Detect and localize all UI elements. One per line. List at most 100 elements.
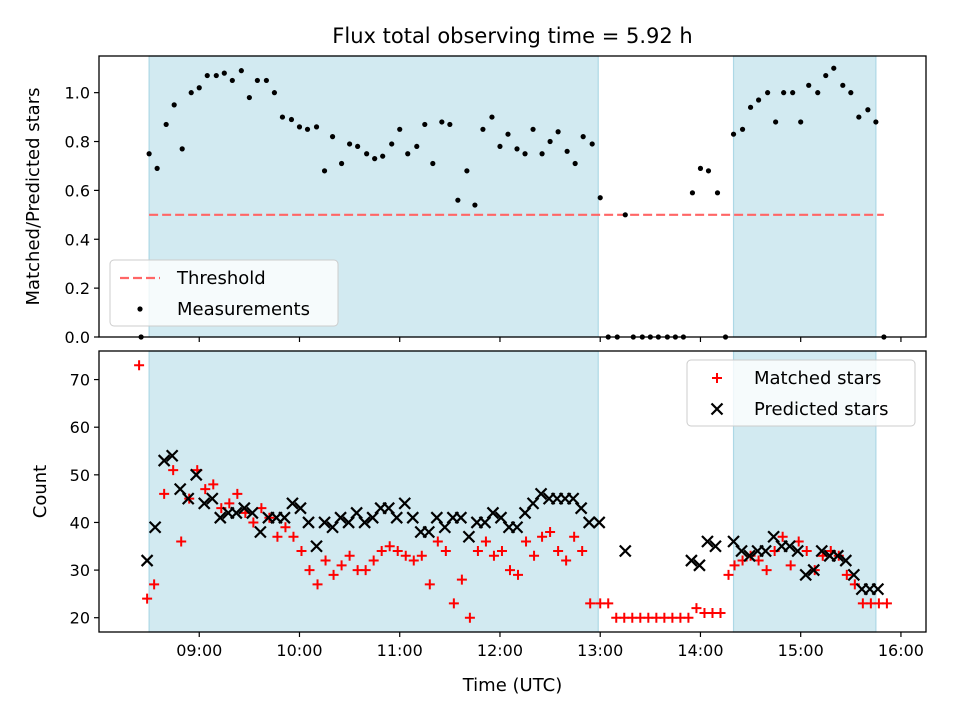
measurement-point [246, 94, 252, 101]
y-tick-label: 30 [70, 561, 90, 580]
legend-matched-swatch [712, 373, 722, 383]
measurement-point [873, 119, 879, 125]
predicted-star-point [701, 535, 714, 548]
shaded-interval [148, 350, 599, 633]
matched-star-point [569, 531, 580, 542]
matched-star-point [248, 517, 259, 528]
matched-star-point [376, 546, 387, 557]
predicted-star-point [238, 501, 251, 515]
predicted-star-point [783, 539, 796, 553]
matched-star-point [344, 550, 355, 561]
measurement-point [146, 151, 152, 157]
axes-frame [98, 55, 927, 338]
measurement-point [221, 70, 227, 76]
legend: Matched stars Predicted stars [686, 359, 916, 427]
measurement-point [806, 82, 812, 88]
predicted-star-point [871, 582, 885, 596]
top-panel: 0.0 0.2 0.4 0.6 0.8 1.0 Matched/Predicted star… [23, 55, 927, 347]
matched-star-point [504, 565, 515, 576]
measurement-point [714, 190, 721, 196]
measurement-point [188, 90, 194, 96]
measurement-point [755, 97, 762, 103]
measurement-point [414, 143, 420, 150]
measurement-point [539, 151, 545, 157]
matched-star-point [368, 555, 379, 566]
measurement-point [238, 68, 244, 74]
y-tick-label: 60 [70, 418, 90, 437]
matched-star-point [553, 546, 564, 557]
measurement-point [288, 116, 295, 123]
matched-star-point [496, 546, 507, 557]
measurement-point [364, 151, 370, 157]
measurement-point [213, 72, 219, 79]
matched-star-point [408, 555, 419, 566]
predicted-star-point [815, 544, 829, 558]
matched-star-point [585, 598, 596, 609]
chart-title: Flux total observing time = 5.92 h [332, 24, 692, 48]
measurement-point [739, 126, 746, 132]
matched-star-point [561, 555, 572, 566]
measurement-point [163, 121, 169, 128]
predicted-star-point [462, 530, 476, 544]
predicted-star-point [140, 554, 154, 567]
measurement-point [522, 151, 528, 157]
legend-label: Matched stars [754, 368, 881, 389]
y-tick-label: 0.6 [65, 181, 90, 200]
matched-star-point [224, 498, 235, 509]
predicted-star-point [286, 497, 299, 510]
predicted-star-point [847, 568, 861, 582]
matched-star-point [723, 569, 734, 580]
matched-star-point [304, 565, 315, 576]
measurement-point [422, 121, 428, 128]
matched-star-point [384, 541, 395, 552]
predicted-star-point [197, 497, 211, 510]
matched-star-point [691, 603, 702, 614]
matched-star-point [272, 531, 283, 542]
measurement-point [747, 104, 754, 110]
predicted-star-point [592, 516, 606, 529]
predicted-star-point [294, 501, 307, 515]
x-axis-label: Time (UTC) [462, 675, 563, 696]
measurement-point [597, 195, 603, 201]
measurement-point [505, 131, 511, 137]
measurement-point [338, 160, 345, 167]
x-tick-label: 09:00 [176, 641, 222, 660]
measurement-point [472, 202, 478, 208]
predicted-star-point [743, 549, 756, 563]
measurement-point [865, 107, 871, 113]
x-tick-label: 16:00 [878, 641, 924, 660]
measurement-point [480, 126, 486, 132]
measurement-point [263, 77, 270, 84]
matched-star-point [841, 569, 852, 580]
predicted-star-point [791, 544, 804, 558]
measurement-point [347, 141, 353, 147]
measurement-point [489, 114, 495, 120]
measurement-point [848, 90, 854, 96]
matched-star-point [232, 488, 243, 499]
matched-star-point [464, 612, 475, 623]
legend-measurement-swatch [137, 306, 143, 312]
measurement-point [580, 134, 586, 140]
measurement-point [697, 165, 704, 171]
predicted-star-point [510, 520, 524, 534]
matched-star-point [513, 569, 524, 580]
measurement-point [447, 121, 453, 128]
x-tick-label: 14:00 [677, 641, 723, 660]
predicted-star-point [230, 506, 243, 520]
measurement-point [329, 134, 336, 140]
matched-star-point [715, 607, 726, 618]
measurement-point [831, 65, 837, 71]
measurement-point [530, 126, 536, 132]
x-tick-label: 15:00 [778, 641, 824, 660]
measurement-point [372, 156, 378, 162]
measurement-point [705, 168, 712, 174]
predicted-star-point [390, 511, 403, 524]
measurement-point [781, 90, 787, 96]
matched-star-point [521, 536, 532, 547]
y-tick-label: 70 [70, 371, 90, 390]
matched-star-point [320, 555, 331, 566]
measurement-point [514, 146, 520, 152]
measurement-point [389, 141, 395, 147]
measurement-point [304, 126, 311, 132]
